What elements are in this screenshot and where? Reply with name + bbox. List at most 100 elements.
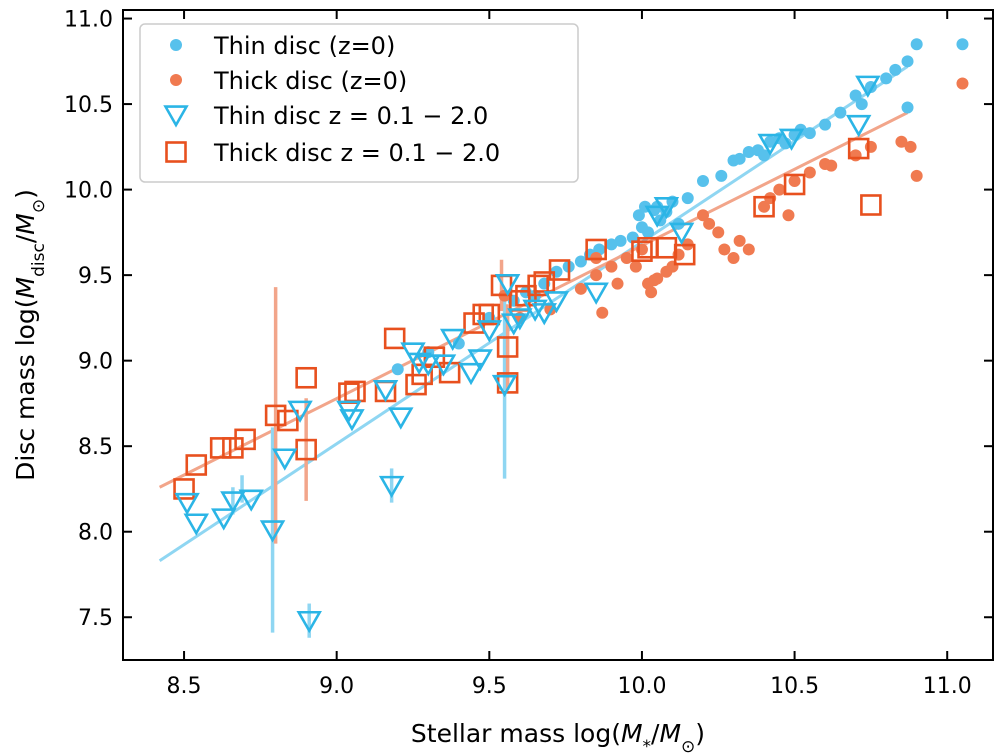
legend-marker-thin-z0 bbox=[170, 39, 182, 51]
thin-z0-point bbox=[901, 55, 914, 68]
thin-z-point bbox=[287, 400, 313, 423]
thin-z-point bbox=[238, 489, 264, 512]
thick-z0-point bbox=[666, 260, 679, 273]
thin-z0-point bbox=[889, 63, 902, 76]
y-tick-label: 9.0 bbox=[78, 350, 113, 375]
thin-z-point bbox=[259, 520, 286, 543]
thin-z-point bbox=[458, 362, 484, 386]
thick-z0-point bbox=[596, 306, 609, 319]
legend: Thin disc (z=0) Thick disc (z=0) Thin disc… bbox=[139, 23, 579, 183]
thin-z0-point bbox=[956, 38, 969, 51]
thin-z-point bbox=[388, 407, 414, 430]
thin-z-point bbox=[757, 133, 783, 157]
thick-z0-point bbox=[727, 252, 740, 265]
thick-z0-point bbox=[712, 226, 725, 239]
y-tick-label: 9.5 bbox=[78, 264, 113, 289]
thick-z0-point bbox=[629, 260, 642, 273]
legend-label: Thick disc (z=0) bbox=[213, 67, 407, 95]
thin-z-point bbox=[507, 308, 533, 331]
thick-z-point bbox=[383, 327, 406, 350]
thin-z-point bbox=[174, 492, 200, 516]
thick-z0-point bbox=[620, 252, 633, 265]
thick-z0-point bbox=[788, 175, 801, 188]
thick-z-point bbox=[847, 137, 870, 160]
thin-z-point bbox=[183, 513, 210, 536]
thin-z-point bbox=[543, 291, 570, 314]
thick-z0-point bbox=[895, 135, 908, 148]
thin-z0-point bbox=[715, 169, 728, 182]
thick-z0-point bbox=[956, 77, 969, 90]
thick-z0-point bbox=[742, 243, 755, 256]
y-tick-label: 8.5 bbox=[78, 435, 113, 460]
legend-marker-thick-z bbox=[165, 141, 187, 163]
thick-z0-point bbox=[703, 217, 716, 230]
y-tick-label: 11.0 bbox=[64, 8, 113, 33]
thin-z-point bbox=[845, 114, 872, 138]
thick-z-point bbox=[264, 404, 287, 427]
thin-z0-point bbox=[819, 118, 832, 131]
thick-z0-point bbox=[645, 286, 658, 299]
thin-z-point bbox=[406, 352, 432, 375]
thin-z-point bbox=[653, 197, 680, 220]
thin-z0-point bbox=[834, 106, 847, 119]
thick-z-point bbox=[173, 478, 195, 500]
thick-z0-point bbox=[733, 234, 746, 247]
thick-z-point bbox=[585, 238, 607, 261]
x-tick-label: 9.0 bbox=[319, 674, 354, 699]
thin-z-point bbox=[644, 205, 670, 228]
x-tick-label: 9.5 bbox=[472, 674, 507, 699]
thin-z-point bbox=[430, 354, 457, 377]
thick-z0-point bbox=[718, 243, 731, 256]
x-tick-label: 10.5 bbox=[770, 674, 819, 699]
thin-z0-point bbox=[764, 135, 777, 148]
legend-label: Thin disc (z=0) bbox=[213, 32, 395, 60]
thin-z0-point bbox=[880, 72, 893, 85]
thick-z-point bbox=[277, 409, 299, 432]
thin-z0-point bbox=[632, 209, 645, 222]
thick-z-point bbox=[548, 259, 571, 281]
thick-z-point bbox=[185, 454, 208, 476]
thick-z0-point bbox=[904, 140, 917, 153]
thin-z-point bbox=[272, 448, 298, 471]
thin-z0-point bbox=[742, 145, 755, 158]
thick-z0-point bbox=[697, 209, 709, 222]
thin-z-point bbox=[296, 610, 322, 634]
thin-z0-point bbox=[574, 255, 587, 268]
thick-z-point bbox=[753, 195, 775, 218]
thin-z-point bbox=[476, 320, 503, 343]
thick-z-point bbox=[631, 240, 653, 262]
thin-z0-point bbox=[855, 98, 868, 111]
thick-z0-point bbox=[590, 269, 603, 282]
thin-z0-point bbox=[910, 38, 923, 51]
thick-z-point bbox=[295, 366, 317, 389]
thin-z-point bbox=[491, 374, 518, 398]
thin-z0-point bbox=[733, 152, 746, 165]
thin-z-point bbox=[439, 328, 466, 352]
thin-z-point bbox=[372, 380, 399, 403]
thick-z0-point bbox=[574, 282, 587, 295]
data-points bbox=[173, 38, 969, 634]
thin-z-point bbox=[583, 282, 609, 305]
thick-z0-point bbox=[910, 169, 923, 182]
thin-z-point bbox=[220, 491, 246, 514]
legend-label: Thin disc z = 0.1 − 2.0 bbox=[213, 102, 488, 130]
legend-frame bbox=[139, 23, 579, 183]
thick-z0-point bbox=[864, 140, 877, 153]
thick-z0-point bbox=[825, 159, 838, 172]
thin-z0-point bbox=[758, 149, 771, 162]
thin-z0-point bbox=[697, 175, 709, 188]
x-tick-label: 11.0 bbox=[923, 674, 972, 699]
thick-z0-point bbox=[605, 260, 618, 273]
thin-z-point bbox=[855, 75, 881, 98]
x-axis-label: Stellar mass log(M*/M⊙) bbox=[411, 719, 705, 753]
thin-z-point bbox=[378, 475, 405, 499]
thin-z0-point bbox=[849, 89, 862, 102]
legend-marker-thin-z bbox=[163, 105, 189, 128]
axis-ticks: 8.5 9.0 9.5 10.0 10.5 11.0 7.5 8.0 8.5 9.0 9.5 10.0… bbox=[64, 8, 993, 699]
thin-z0-point bbox=[803, 127, 816, 140]
thin-z0-point bbox=[681, 192, 694, 205]
thin-z-point bbox=[339, 409, 365, 432]
y-tick-label: 8.0 bbox=[78, 521, 113, 546]
thin-z0-point bbox=[642, 226, 655, 239]
